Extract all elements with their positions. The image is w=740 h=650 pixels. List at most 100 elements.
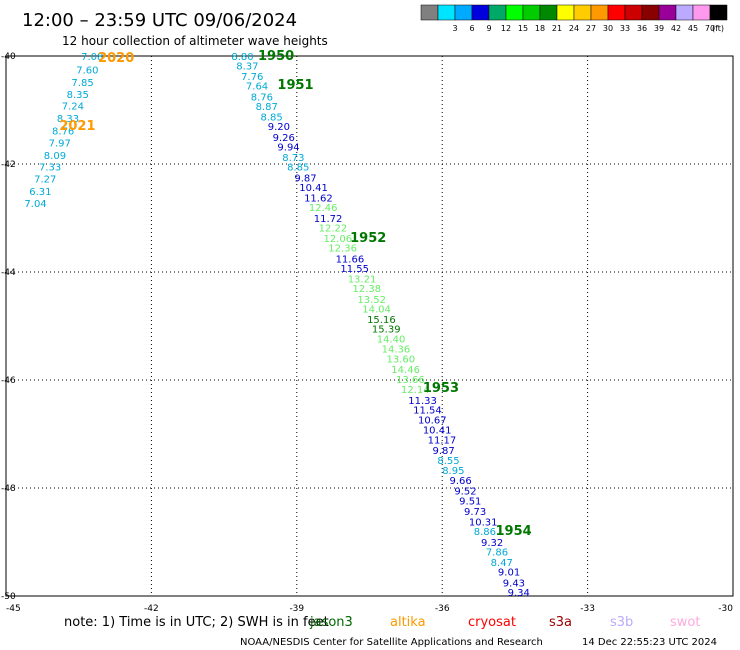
wave-height-value: 9.73 — [464, 507, 486, 518]
wave-height-value: 12.36 — [328, 244, 357, 255]
wave-height-value: 8.85 — [287, 163, 309, 174]
colorbar-unit: (ft) — [712, 24, 724, 33]
wave-height-value: 13.60 — [386, 354, 415, 365]
wave-height-value: 13.21 — [348, 274, 377, 285]
colorbar-label: 24 — [569, 24, 579, 33]
colorbar-swatch — [454, 4, 473, 21]
y-tick-label: -40 — [1, 52, 16, 62]
wave-height-value: 8.37 — [236, 62, 258, 73]
wave-height-value: 8.86 — [474, 527, 496, 538]
y-tick-label: -44 — [1, 268, 16, 278]
colorbar-label: 39 — [654, 24, 664, 33]
wave-height-value: 8.55 — [437, 456, 459, 467]
colorbar-label: 12 — [501, 24, 511, 33]
colorbar-label: 33 — [620, 24, 630, 33]
wave-height-value: 7.27 — [34, 175, 56, 186]
grid-lines — [6, 56, 733, 596]
wave-height-value: 11.66 — [336, 255, 365, 266]
wave-height-value: 9.01 — [498, 568, 520, 579]
wave-height-value: 13.66 — [396, 375, 425, 386]
colorbar-swatch — [539, 4, 558, 21]
colorbar-swatch — [590, 4, 609, 21]
footer-credit: NOAA/NESDIS Center for Satellite Applica… — [240, 637, 543, 648]
pass-time-label: 2020 — [98, 51, 134, 66]
wave-height-value: 7.85 — [71, 78, 93, 89]
wave-height-value: 8.33 — [57, 114, 79, 125]
colorbar-swatch — [471, 4, 490, 21]
wave-height-value: 12.22 — [319, 224, 348, 235]
wave-height-value: 8.76 — [52, 127, 74, 138]
wave-height-value: 11.72 — [314, 214, 343, 225]
pass-time-label: 1953 — [423, 381, 459, 396]
colorbar-swatch — [709, 4, 728, 21]
colorbar-swatch — [505, 4, 524, 21]
colorbar-swatch — [675, 4, 694, 21]
wave-height-value: 8.76 — [251, 93, 273, 104]
wave-height-value: 7.64 — [246, 82, 268, 93]
y-tick-label: -46 — [1, 376, 16, 386]
y-tick-label: -50 — [1, 592, 16, 602]
wave-height-value: 10.67 — [418, 415, 447, 426]
plot-area: -45 -42 -39 -36 -33 -30 -40 -42 -44 -46 -48 -50 7.… — [1, 49, 734, 614]
wave-height-value: 9.34 — [508, 588, 530, 599]
wave-height-value: 8.80 — [231, 52, 253, 63]
colorbar-label: 21 — [552, 24, 562, 33]
colorbar-swatch — [573, 4, 592, 21]
wave-height-value: 8.87 — [256, 102, 278, 113]
y-tick-label: -48 — [1, 484, 16, 494]
y-tick-label: -42 — [1, 160, 16, 170]
wave-height-value: 12.14 — [401, 385, 430, 396]
pass-time-label: 1952 — [350, 231, 386, 246]
pass-time-label: 1954 — [496, 524, 532, 539]
wave-height-value: 10.41 — [423, 426, 452, 437]
wave-height-value: 13.52 — [357, 295, 386, 306]
satellite-legend-altika: altika — [390, 615, 426, 630]
colorbar-label: 15 — [518, 24, 528, 33]
chart-title: 12:00 – 23:59 UTC 09/06/2024 — [22, 10, 297, 31]
satellite-legend-s3a: s3a — [549, 615, 572, 630]
wave-height-value: 14.40 — [377, 334, 406, 345]
colorbar-label: 70 — [705, 24, 715, 33]
wave-height-value: 8.09 — [44, 151, 66, 162]
y-axis-ticks: -40 -42 -44 -46 -48 -50 — [1, 52, 16, 602]
wave-height-value: 9.51 — [459, 496, 481, 507]
colorbar-swatch — [437, 4, 456, 21]
color-scale-bar: 3 6 9 12 15 18 21 24 27 30 33 36 39 42 45 70 — [420, 4, 728, 33]
chart-subtitle: 12 hour collection of altimeter wave hei… — [62, 34, 328, 48]
colorbar-label: 3 — [452, 24, 457, 33]
wave-height-value: 7.04 — [24, 199, 46, 210]
wave-height-value: 10.31 — [469, 517, 498, 528]
wave-height-value: 9.94 — [277, 143, 299, 154]
wave-height-value: 12.06 — [323, 234, 352, 245]
pass-time-label: 1950 — [258, 49, 294, 64]
colorbar-label: 6 — [469, 24, 474, 33]
colorbar-swatch — [556, 4, 575, 21]
colorbar-label: 45 — [688, 24, 698, 33]
plot-frame — [5, 55, 734, 597]
colorbar-label: 36 — [637, 24, 647, 33]
colorbar-swatch — [488, 4, 507, 21]
wave-height-value: 9.26 — [273, 133, 295, 144]
satellite-legend-swot: swot — [670, 615, 700, 630]
satellite-legend-jason3: jason3 — [309, 615, 353, 630]
colorbar-swatch — [522, 4, 541, 21]
satellite-legend-s3b: s3b — [610, 615, 633, 630]
wave-height-value: 8.73 — [282, 153, 304, 164]
satellite-legend: jason3 altika cryosat s3a s3b swot — [309, 615, 700, 630]
wave-height-value: 10.41 — [299, 183, 328, 194]
wave-height-value: 9.87 — [294, 174, 316, 185]
wave-height-value: 8.35 — [67, 90, 89, 101]
colorbar-swatch — [624, 4, 643, 21]
wave-height-value: 6.31 — [29, 187, 51, 198]
x-tick-label: -42 — [144, 604, 159, 614]
x-tick-label: -39 — [289, 604, 304, 614]
wave-height-value: 7.60 — [76, 66, 98, 77]
wave-height-value: 9.87 — [433, 446, 455, 457]
satellite-legend-cryosat: cryosat — [468, 615, 516, 630]
colorbar-swatch — [420, 4, 439, 21]
wave-height-value: 8.47 — [491, 558, 513, 569]
wave-height-value: 9.20 — [268, 122, 290, 133]
colorbar-label: 42 — [671, 24, 681, 33]
footer-timestamp: 14 Dec 22:55:23 UTC 2024 — [582, 637, 717, 648]
